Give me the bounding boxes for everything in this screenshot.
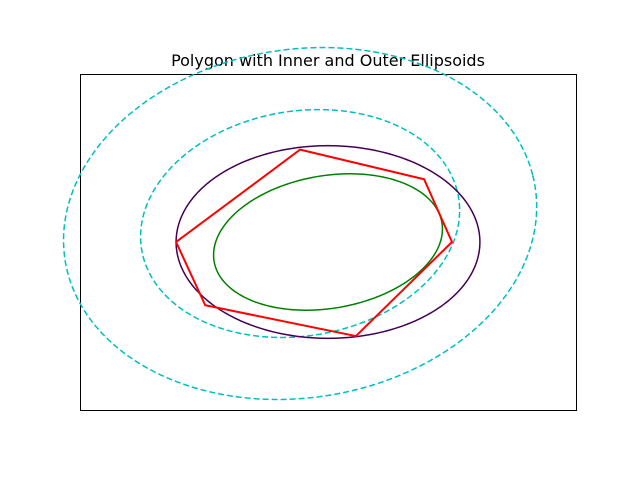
plot-area: [81, 75, 577, 411]
chart-title: Polygon with Inner and Outer Ellipsoids: [171, 51, 485, 70]
